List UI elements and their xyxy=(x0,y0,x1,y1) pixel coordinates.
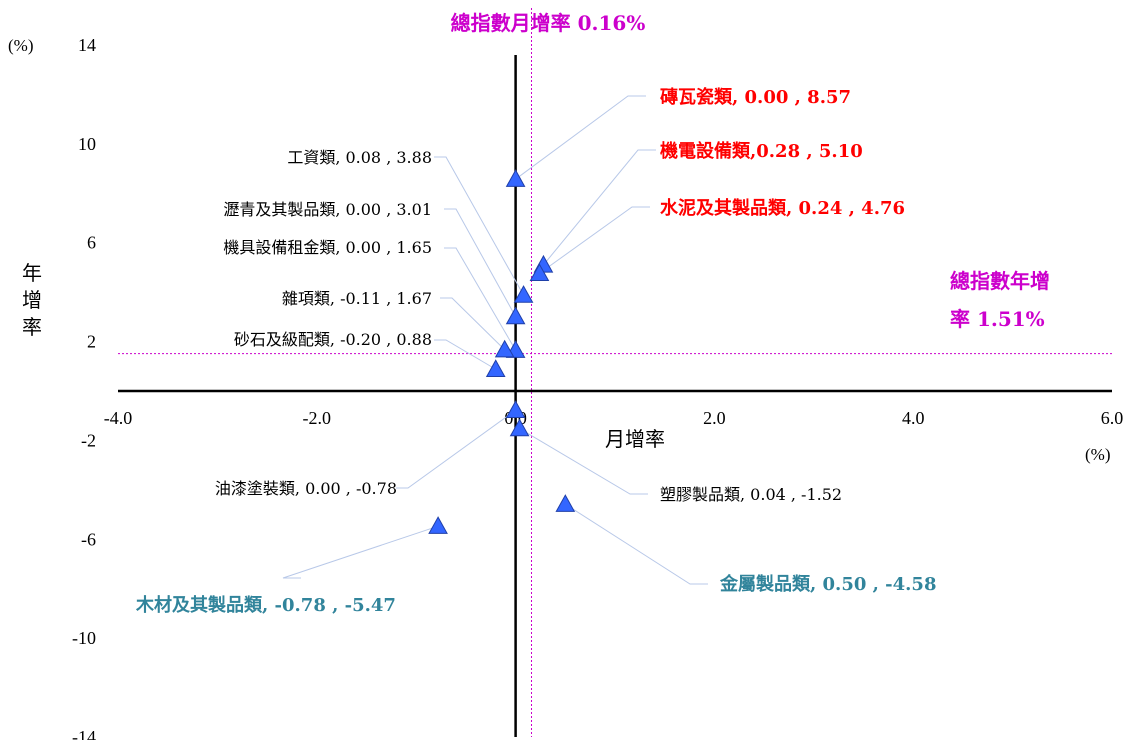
leader-line xyxy=(440,297,506,351)
data-point xyxy=(505,400,526,418)
data-label: 金屬製品類, 0.50 , -4.58 xyxy=(719,573,936,595)
y-tick-label: -6 xyxy=(81,529,96,549)
x-tick-label: 6.0 xyxy=(1101,408,1124,428)
data-label: 機具設備租金類, 0.00 , 1.65 xyxy=(223,238,432,257)
data-point xyxy=(513,285,534,303)
data-markers xyxy=(428,169,576,534)
annual-total-label-line1: 總指數年增 xyxy=(950,269,1050,293)
leader-line xyxy=(543,149,656,266)
chart-title: 總指數月增率 0.16% xyxy=(451,11,646,35)
data-labels: 磚瓦瓷類, 0.00 , 8.57 機電設備類,0.28 , 5.10 水泥及其製品… xyxy=(135,86,936,616)
leader-line xyxy=(434,339,496,370)
data-point xyxy=(428,516,448,534)
leader-line xyxy=(282,525,439,579)
leader-line xyxy=(434,156,524,296)
data-label: 瀝青及其製品類, 0.00 , 3.01 xyxy=(223,200,432,219)
leader-line xyxy=(396,409,516,489)
data-point xyxy=(494,339,515,358)
x-tick-label: 4.0 xyxy=(902,408,925,428)
reference-lines xyxy=(118,8,1112,737)
leader-line xyxy=(519,428,648,495)
y-tick-label: -2 xyxy=(81,430,96,450)
x-axis-unit: (%) xyxy=(1085,445,1110,464)
data-point xyxy=(485,359,506,377)
x-tick-label: -2.0 xyxy=(303,408,332,428)
data-label: 塑膠製品類, 0.04 , -1.52 xyxy=(660,485,842,504)
y-tick-label: -10 xyxy=(72,628,96,648)
leader-line xyxy=(444,208,517,317)
data-label: 砂石及級配類, -0.20 , 0.88 xyxy=(234,330,432,349)
leader-line xyxy=(515,95,646,180)
x-tick-label: -4.0 xyxy=(104,408,133,428)
leader-line xyxy=(539,206,650,274)
data-point xyxy=(505,169,526,187)
y-tick-label: 6 xyxy=(87,233,96,253)
leader-lines xyxy=(282,95,708,585)
data-label: 機電設備類,0.28 , 5.10 xyxy=(660,140,863,162)
leader-line xyxy=(444,247,517,351)
annual-total-label-line2: 率 1.51% xyxy=(950,307,1045,331)
axes xyxy=(118,55,1112,737)
data-point xyxy=(555,494,576,512)
y-axis-title: 年增率 xyxy=(22,261,42,339)
y-tick-label: 2 xyxy=(87,332,96,352)
data-label: 水泥及其製品類, 0.24 , 4.76 xyxy=(660,197,905,219)
y-tick-label: 10 xyxy=(78,134,96,154)
y-axis-unit: (%) xyxy=(8,36,33,55)
data-label: 油漆塗裝類, 0.00 , -0.78 xyxy=(215,479,397,498)
data-point xyxy=(509,418,530,437)
x-tick-label: 2.0 xyxy=(703,408,726,428)
data-label: 磚瓦瓷類, 0.00 , 8.57 xyxy=(660,86,851,108)
leader-line xyxy=(565,503,708,585)
data-point xyxy=(529,263,550,282)
data-label: 工資類, 0.08 , 3.88 xyxy=(287,148,432,167)
data-label: 木材及其製品類, -0.78 , -5.47 xyxy=(135,594,396,616)
y-tick-label: 14 xyxy=(78,35,96,55)
x-axis-title: 月增率 xyxy=(605,427,665,451)
data-label: 雜項類, -0.11 , 1.67 xyxy=(282,289,432,308)
y-tick-label: -14 xyxy=(72,727,96,740)
data-point xyxy=(505,306,526,325)
